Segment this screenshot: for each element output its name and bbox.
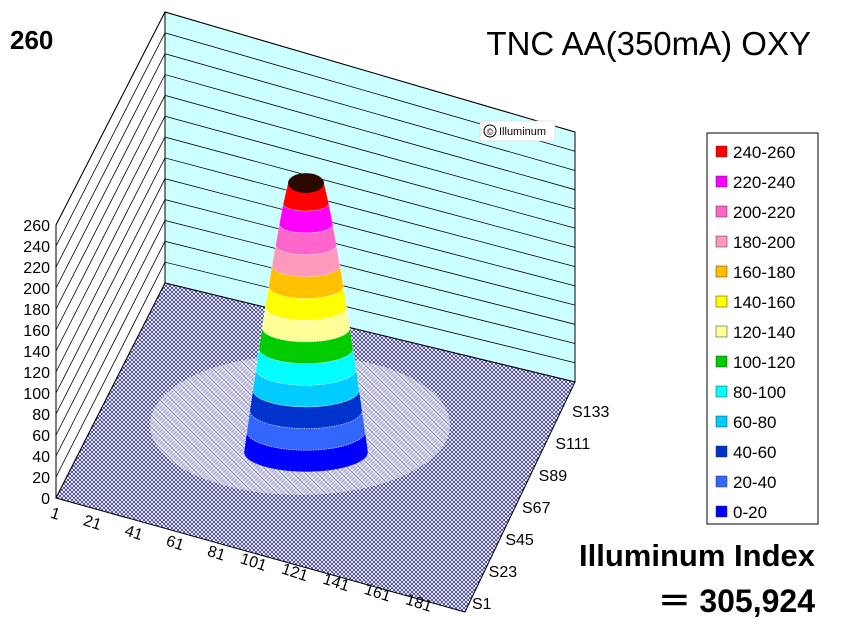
- legend-label: 20-40: [733, 473, 776, 492]
- legend-label: 160-180: [733, 263, 795, 282]
- z-axis-ticks: 0 20 40 60 80 100 120 140 160 180 200 220 240 260: [23, 218, 50, 508]
- legend-item: 120-140: [715, 323, 795, 342]
- legend-swatch: [715, 295, 728, 308]
- legend-label: 240-260: [733, 143, 795, 162]
- x-tick-label: 81: [205, 543, 227, 565]
- legend-item: 60-80: [715, 413, 776, 432]
- legend-item: 80-100: [715, 383, 786, 402]
- legend: 240-260 220-240 200-220 180-200 160-180 140-1…: [706, 132, 819, 525]
- y-tick-label: S89: [539, 468, 568, 485]
- cone-band: [246, 410, 366, 451]
- legend-swatch: [715, 415, 728, 428]
- legend-label: 180-200: [733, 233, 795, 252]
- svg-text:©: ©: [487, 127, 494, 137]
- y-tick-label: S23: [489, 564, 518, 581]
- y-tick-label: S133: [572, 404, 609, 421]
- cone-band: [275, 224, 337, 256]
- legend-item: 20-40: [715, 473, 776, 492]
- x-axis-ticks: 1 21 41 61 81 101 121 141 161 181: [48, 505, 434, 616]
- watermark: © Illuminum: [479, 120, 556, 142]
- legend-swatch: [715, 235, 728, 248]
- legend-item: 100-120: [715, 353, 795, 372]
- legend-item: 0-20: [715, 503, 767, 522]
- y-tick-label: S1: [472, 596, 492, 613]
- legend-item: 140-160: [715, 293, 795, 312]
- z-tick-label: 200: [23, 281, 50, 298]
- legend-swatch: [715, 505, 728, 518]
- index-title: Illuminum Index: [579, 538, 816, 573]
- z-tick-label: 0: [41, 491, 50, 508]
- legend-label: 60-80: [733, 413, 776, 432]
- cone-band: [265, 286, 347, 321]
- watermark-text: Illuminum: [499, 126, 546, 138]
- copyright-icon: [483, 124, 497, 138]
- legend-label: 120-140: [733, 323, 795, 342]
- legend-item: 240-260: [715, 143, 795, 162]
- legend-swatch: [715, 325, 728, 338]
- legend-swatch: [715, 385, 728, 398]
- x-tick-label: 41: [123, 523, 145, 545]
- cone-band: [252, 369, 360, 408]
- legend-item: 180-200: [715, 233, 795, 252]
- index-value: ＝ 305,924: [658, 583, 815, 619]
- cone-band: [249, 389, 363, 429]
- y-tick-label: S111: [555, 436, 590, 453]
- legend-label: 100-120: [733, 353, 795, 372]
- cone-band: [258, 327, 354, 364]
- z-tick-label: 260: [23, 218, 50, 235]
- y-tick-label: S67: [522, 500, 551, 517]
- peak-value-label: 260: [10, 25, 53, 55]
- legend-label: 140-160: [733, 293, 795, 312]
- legend-item: 40-60: [715, 443, 776, 462]
- legend-item: 200-220: [715, 203, 795, 222]
- cone-cap: [288, 173, 324, 193]
- x-tick-label: 61: [164, 533, 186, 555]
- legend-swatch: [715, 145, 728, 158]
- y-tick-label: S45: [505, 532, 534, 549]
- legend-label: 40-60: [733, 443, 776, 462]
- legend-swatch: [715, 265, 728, 278]
- legend-item: 160-180: [715, 263, 795, 282]
- legend-label: 80-100: [733, 383, 786, 402]
- chart-title: TNC AA(350mA) OXY: [486, 25, 811, 62]
- z-tick-label: 160: [23, 323, 50, 340]
- z-tick-label: 40: [32, 449, 50, 466]
- z-tick-label: 180: [23, 302, 50, 319]
- legend-swatch: [715, 175, 728, 188]
- z-tick-label: 120: [23, 365, 50, 382]
- y-axis-ticks: S1 S23 S45 S67 S89 S111 S133: [472, 404, 609, 613]
- peak-cone: [243, 173, 369, 473]
- legend-item: 220-240: [715, 173, 795, 192]
- z-tick-label: 60: [32, 428, 50, 445]
- legend-label: 200-220: [733, 203, 795, 222]
- legend-swatch: [715, 355, 728, 368]
- z-tick-label: 140: [23, 344, 50, 361]
- legend-swatch: [715, 475, 728, 488]
- z-tick-label: 100: [23, 386, 50, 403]
- x-tick-label: 1: [48, 505, 62, 524]
- z-tick-label: 220: [23, 260, 50, 277]
- z-tick-label: 240: [23, 239, 50, 256]
- x-tick-label: 21: [81, 512, 103, 534]
- z-tick-label: 20: [32, 470, 50, 487]
- legend-swatch: [715, 205, 728, 218]
- legend-swatch: [715, 445, 728, 458]
- z-tick-label: 80: [32, 407, 50, 424]
- wall-gridlines: [55, 11, 576, 478]
- legend-label: 220-240: [733, 173, 795, 192]
- cone-band: [243, 431, 369, 473]
- legend-label: 0-20: [733, 503, 767, 522]
